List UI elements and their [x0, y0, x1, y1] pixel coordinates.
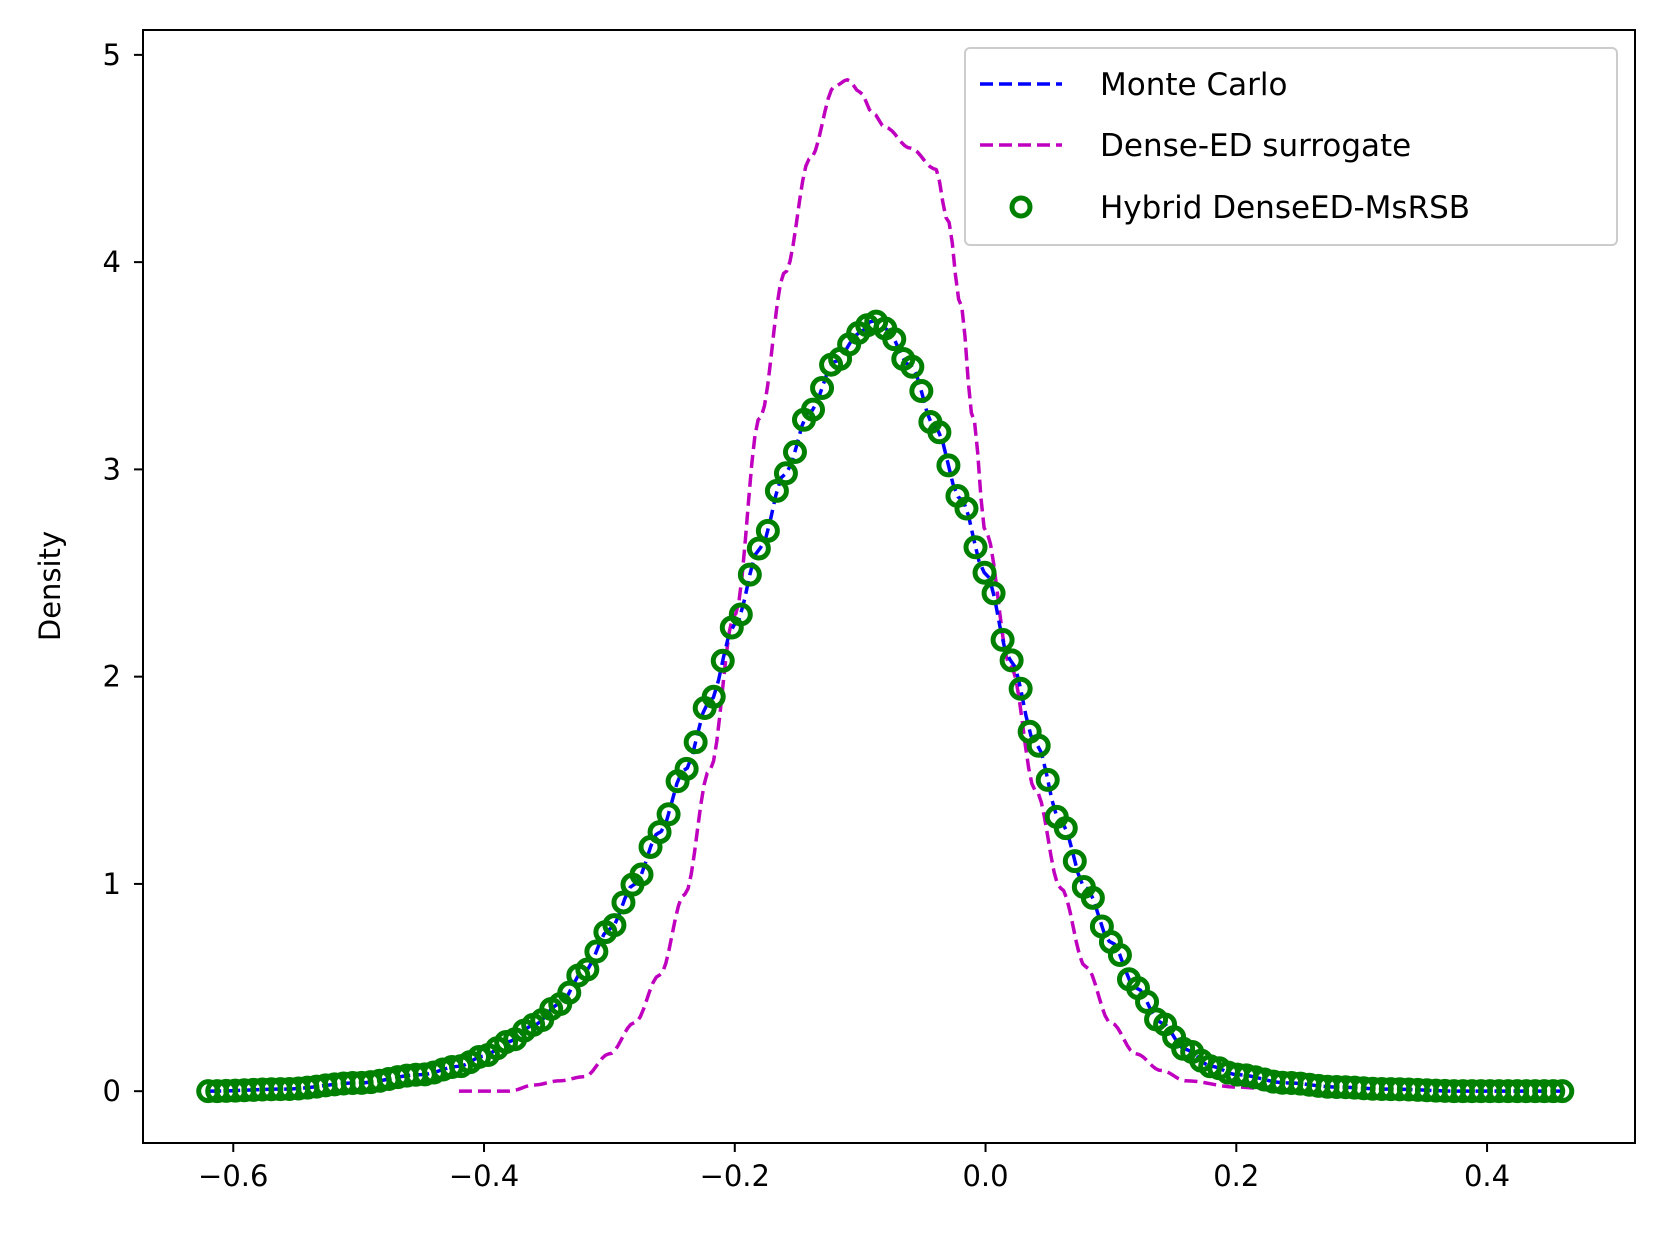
- hybrid-data-point: [710, 648, 735, 673]
- hybrid-data-point: [1026, 733, 1051, 758]
- hybrid-data-point: [764, 478, 789, 503]
- hybrid-data-point: [575, 957, 600, 982]
- hybrid-data-point: [882, 327, 907, 352]
- plot-area: [196, 78, 1575, 1104]
- hybrid-data-point: [954, 496, 979, 521]
- series-line-dense-ed-surrogate: [458, 78, 1287, 1093]
- hybrid-data-point: [674, 756, 699, 781]
- plot-frame: [142, 29, 1636, 1144]
- hybrid-data-point: [1053, 816, 1078, 841]
- hybrid-data-point: [728, 602, 753, 627]
- y-tick-label: 4: [103, 245, 121, 279]
- y-tick-label: 0: [103, 1074, 121, 1108]
- hybrid-data-point: [936, 453, 961, 478]
- hybrid-data-point: [1035, 767, 1060, 792]
- hybrid-data-point: [584, 939, 609, 964]
- x-tick-label: −0.4: [449, 1159, 519, 1193]
- hybrid-data-point: [602, 913, 627, 938]
- hybrid-data-point: [701, 684, 726, 709]
- hybrid-data-point: [611, 890, 636, 915]
- hybrid-data-point: [1107, 943, 1132, 968]
- hybrid-data-point: [801, 397, 826, 422]
- y-tick-label: 2: [103, 660, 121, 694]
- hybrid-data-point: [999, 648, 1024, 673]
- hybrid-data-point: [972, 560, 997, 585]
- hybrid-data-point: [909, 379, 934, 404]
- legend-label-monte-carlo: Monte Carlo: [1100, 67, 1287, 103]
- hybrid-data-point: [1550, 1079, 1575, 1104]
- hybrid-data-point: [629, 862, 654, 887]
- legend-label-dense-ed: Dense-ED surrogate: [1100, 128, 1411, 164]
- hybrid-data-point: [773, 461, 798, 486]
- y-tick-label: 3: [103, 452, 121, 486]
- hybrid-data-point: [981, 581, 1006, 606]
- hybrid-data-point: [1541, 1079, 1566, 1104]
- legend-marker-hybrid: [1009, 195, 1033, 219]
- y-axis: 0 1 2 3 4 5: [103, 38, 143, 1108]
- hybrid-data-point: [990, 627, 1015, 652]
- hybrid-data-point: [810, 376, 835, 401]
- legend: Monte Carlo Dense-ED surrogate Hybrid De…: [964, 47, 1618, 246]
- hybrid-data-point: [927, 420, 952, 445]
- hybrid-data-point: [963, 535, 988, 560]
- hybrid-data-point: [1062, 849, 1087, 874]
- y-axis-label: Density: [33, 531, 67, 641]
- hybrid-data-point: [1008, 676, 1033, 701]
- hybrid-data-point: [1135, 989, 1160, 1014]
- x-tick-label: −0.6: [198, 1159, 268, 1193]
- x-tick-label: −0.2: [700, 1159, 770, 1193]
- x-tick-label: 0.0: [962, 1159, 1008, 1193]
- x-axis: −0.6 −0.4 −0.2 0.0 0.2 0.4: [198, 1143, 1510, 1193]
- x-tick-label: 0.4: [1464, 1159, 1510, 1193]
- hybrid-data-point: [1080, 885, 1105, 910]
- hybrid-data-point: [737, 562, 762, 587]
- legend-label-hybrid: Hybrid DenseED-MsRSB: [1100, 190, 1470, 226]
- hybrid-data-point: [746, 536, 771, 561]
- y-tick-label: 5: [103, 38, 121, 72]
- hybrid-data-point: [755, 518, 780, 543]
- legend-box: [964, 47, 1618, 246]
- hybrid-data-point: [683, 730, 708, 755]
- y-tick-label: 1: [103, 867, 121, 901]
- hybrid-data-point: [656, 802, 681, 827]
- hybrid-data-point: [782, 440, 807, 465]
- hybrid-data-point: [647, 820, 672, 845]
- series-line-monte-carlo: [208, 318, 1563, 1093]
- x-tick-label: 0.2: [1213, 1159, 1259, 1193]
- hybrid-data-point: [900, 354, 925, 379]
